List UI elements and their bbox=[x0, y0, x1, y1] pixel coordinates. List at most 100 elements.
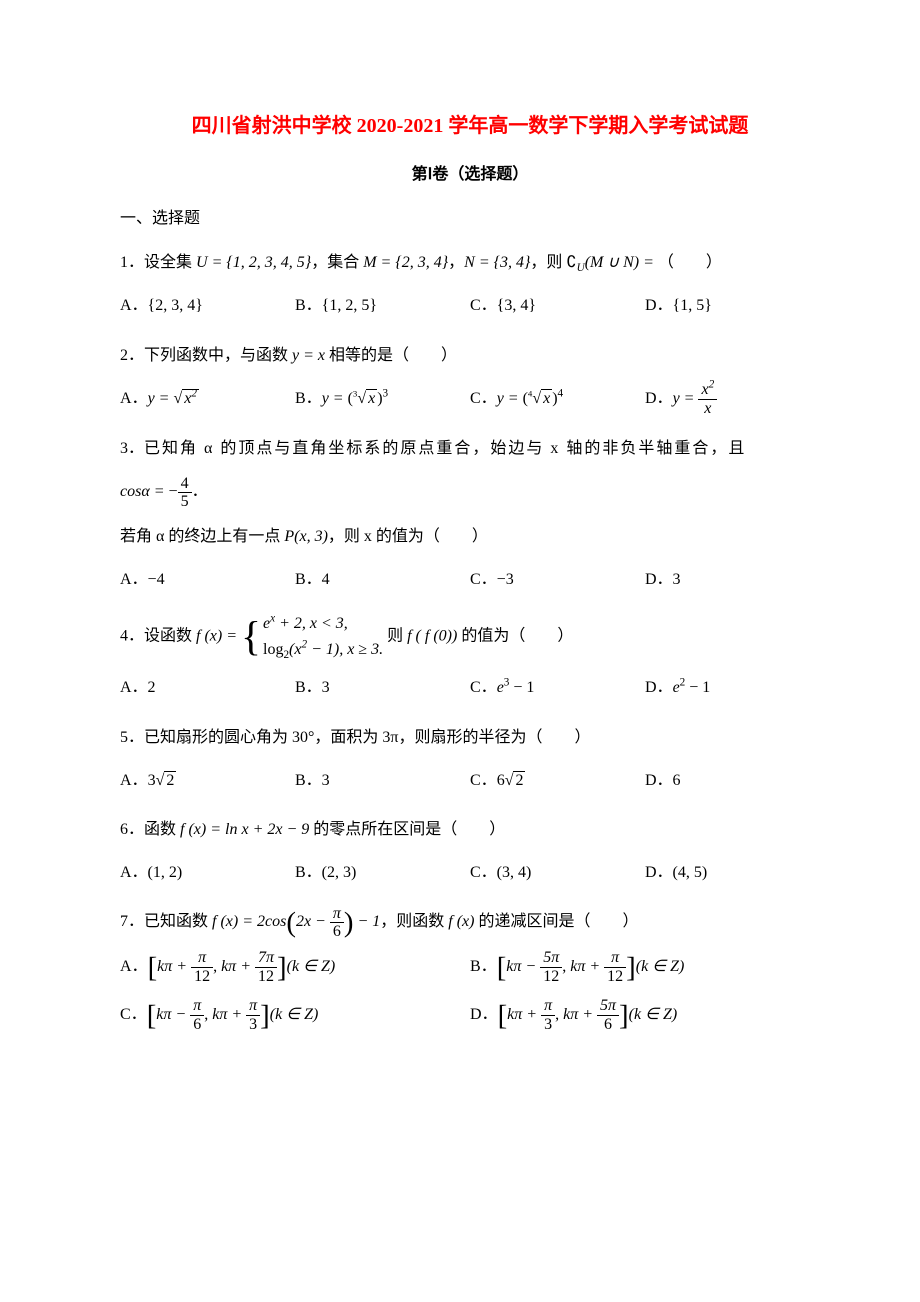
q7-b-ld: 12 bbox=[540, 968, 562, 986]
q7-c-ld: 6 bbox=[190, 1016, 204, 1034]
q7-d-ld: 3 bbox=[541, 1016, 555, 1034]
q4-opt-c: C．e3 − 1 bbox=[470, 670, 645, 705]
q7-arg-a: 2x − bbox=[296, 913, 330, 930]
q3-cos-label: cosα = bbox=[120, 483, 169, 500]
q7-c-ln: π bbox=[190, 997, 204, 1016]
q4-p2-b: (x bbox=[289, 641, 301, 658]
q2-d-den: x bbox=[698, 400, 717, 418]
q3-stem1: 3．已知角 α 的顶点与直角坐标系的原点重合，始边与 x 轴的非负半轴重合，且 bbox=[120, 431, 820, 466]
q6-stem-a: 函数 bbox=[144, 821, 180, 838]
q1-complement: ∁ bbox=[566, 254, 576, 271]
q1-N: N = {3, 4} bbox=[464, 254, 530, 271]
q2-stem-b: 相等的是（ ） bbox=[325, 347, 457, 364]
question-4: 4．设函数 f (x) = {ex + 2, x < 3,log2(x2 − 1… bbox=[120, 611, 820, 705]
q1-M: M = {2, 3, 4} bbox=[363, 254, 448, 271]
q1-number: 1． bbox=[120, 254, 144, 271]
q4-opt-b: B．3 bbox=[295, 670, 470, 705]
q4-c-e: e bbox=[497, 679, 504, 696]
q1-stem-d: ，则 bbox=[530, 254, 566, 271]
q4-p2-c: − 1), x ≥ 3. bbox=[307, 641, 383, 658]
q5-opt-b: B．3 bbox=[295, 763, 470, 798]
q1-stem-b: ，集合 bbox=[311, 254, 363, 271]
q2-a-exp: 2 bbox=[191, 387, 197, 399]
q2-number: 2． bbox=[120, 347, 144, 364]
q5-number: 5． bbox=[120, 729, 144, 746]
q2-b-rad: x bbox=[366, 389, 377, 407]
q1-opt-a: A．{2, 3, 4} bbox=[120, 288, 295, 323]
q6-options: A．(1, 2) B．(2, 3) C．(3, 4) D．(4, 5) bbox=[120, 855, 820, 890]
q7-b-kp1: kπ − bbox=[506, 958, 540, 975]
q7-d-kp2: kπ + bbox=[563, 1006, 597, 1023]
q5-stem-text: 已知扇形的圆心角为 30°，面积为 3π，则扇形的半径为（ ） bbox=[144, 729, 590, 746]
q3-period: ． bbox=[192, 483, 208, 500]
q7-b-rd: 12 bbox=[604, 968, 626, 986]
question-5: 5．已知扇形的圆心角为 30°，面积为 3π，则扇形的半径为（ ） A．3√2 … bbox=[120, 720, 820, 798]
q7-arg-den: 6 bbox=[330, 923, 344, 941]
q2-d-pre: D． bbox=[645, 390, 673, 407]
q7-stem: 7．已知函数 f (x) = 2cos(2x − π6) − 1，则函数 f (… bbox=[120, 904, 820, 940]
q7-b-kp2: kπ + bbox=[570, 958, 604, 975]
q2-a-y: y = bbox=[148, 390, 174, 407]
question-2: 2．下列函数中，与函数 y = x 相等的是（ ） A．y = √x2 B．y … bbox=[120, 338, 820, 418]
question-1: 1．设全集 U = {1, 2, 3, 4, 5}，集合 M = {2, 3, … bbox=[120, 245, 820, 323]
q2-b-pre: B． bbox=[295, 390, 322, 407]
q5-options: A．3√2 B．3 C．6√2 D．6 bbox=[120, 763, 820, 798]
q4-opt-a: A．2 bbox=[120, 670, 295, 705]
q4-p2-log: log bbox=[263, 641, 283, 658]
q2-c-y: y = bbox=[497, 390, 523, 407]
q4-stem-b: 则 bbox=[383, 627, 407, 644]
q7-stem-a: 已知函数 bbox=[144, 913, 212, 930]
q5-c-val: 6 bbox=[497, 772, 505, 789]
q3-options: A．−4 B．4 C．−3 D．3 bbox=[120, 562, 820, 597]
q7-a-comma: , bbox=[213, 958, 221, 975]
q6-stem: 6．函数 f (x) = ln x + 2x − 9 的零点所在区间是（ ） bbox=[120, 812, 820, 847]
q7-d-kz: (k ∈ Z) bbox=[629, 1006, 678, 1023]
q5-a-val: 3 bbox=[148, 772, 156, 789]
q4-d-rest: − 1 bbox=[685, 679, 710, 696]
q2-c-rad: x bbox=[541, 389, 552, 407]
q2-yx: y = x bbox=[292, 347, 325, 364]
q4-piece2: log2(x2 − 1), x ≥ 3. bbox=[263, 637, 383, 663]
q4-d-e: e bbox=[673, 679, 680, 696]
q3-opt-b: B．4 bbox=[295, 562, 470, 597]
q5-a-pre: A． bbox=[120, 772, 148, 789]
q7-c-kz: (k ∈ Z) bbox=[270, 1006, 319, 1023]
question-6: 6．函数 f (x) = ln x + 2x − 9 的零点所在区间是（ ） A… bbox=[120, 812, 820, 890]
q7-stem-b: ，则函数 bbox=[380, 913, 448, 930]
q7-a-kz: (k ∈ Z) bbox=[287, 958, 336, 975]
q2-d-num-exp: 2 bbox=[709, 379, 715, 391]
q7-opt-a: A．[kπ + π12, kπ + 7π12](k ∈ Z) bbox=[120, 949, 470, 985]
q4-stem: 4．设函数 f (x) = {ex + 2, x < 3,log2(x2 − 1… bbox=[120, 611, 820, 662]
q6-opt-b: B．(2, 3) bbox=[295, 855, 470, 890]
q4-brace: { bbox=[241, 620, 261, 653]
q1-stem-c: ， bbox=[448, 254, 464, 271]
q7-a-kp1: kπ + bbox=[157, 958, 191, 975]
q1-options: A．{2, 3, 4} B．{1, 2, 5} C．{3, 4} D．{1, 5… bbox=[120, 288, 820, 323]
q1-expr2: (M ∪ N) = bbox=[585, 254, 658, 271]
q1-stem-a: 设全集 bbox=[144, 254, 196, 271]
q7-b-ln: 5π bbox=[540, 949, 562, 968]
q2-c-exp: 4 bbox=[558, 387, 564, 399]
q2-opt-a: A．y = √x2 bbox=[120, 381, 295, 417]
q3-opt-d: D．3 bbox=[645, 562, 820, 597]
q6-opt-a: A．(1, 2) bbox=[120, 855, 295, 890]
q5-stem: 5．已知扇形的圆心角为 30°，面积为 3π，则扇形的半径为（ ） bbox=[120, 720, 820, 755]
q2-opt-d: D．y = x2x bbox=[645, 381, 820, 417]
q7-arg-num: π bbox=[330, 905, 344, 924]
q7-b-kz: (k ∈ Z) bbox=[636, 958, 685, 975]
q7-fx-b: − 1 bbox=[353, 913, 380, 930]
q1-paren: （ ） bbox=[658, 254, 722, 271]
q5-a-rad: 2 bbox=[164, 771, 176, 789]
q1-opt-c: C．{3, 4} bbox=[470, 288, 645, 323]
q4-p1-b: + 2, x < 3, bbox=[275, 615, 348, 632]
q7-b-pre: B． bbox=[470, 958, 497, 975]
q1-complement-sub: U bbox=[577, 262, 585, 274]
q4-stem-c: 的值为（ ） bbox=[457, 627, 573, 644]
page-title: 四川省射洪中学校 2020-2021 学年高一数学下学期入学考试试题 bbox=[120, 110, 820, 142]
q4-c-rest: − 1 bbox=[509, 679, 534, 696]
q4-fx: f (x) = bbox=[196, 627, 241, 644]
q3-number: 3． bbox=[120, 440, 144, 457]
q2-d-y: y = bbox=[673, 390, 699, 407]
q7-d-rn: 5π bbox=[597, 997, 619, 1016]
q4-c-pre: C． bbox=[470, 679, 497, 696]
